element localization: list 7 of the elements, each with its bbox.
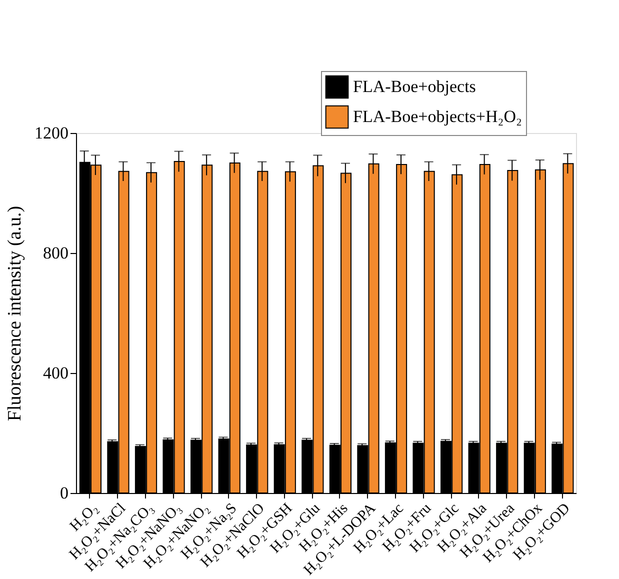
y-tick-label: 0	[60, 484, 68, 502]
legend-label: FLA-Boe+objects	[353, 77, 476, 96]
y-axis-title: Fluorescence intensity (a.u.)	[4, 206, 26, 422]
y-tick-label: 1200	[34, 124, 68, 142]
y-tick-label: 800	[43, 244, 68, 262]
legend-label: FLA-Boe+objects+H₂O₂	[353, 107, 522, 126]
y-tick-label: 400	[43, 364, 68, 382]
